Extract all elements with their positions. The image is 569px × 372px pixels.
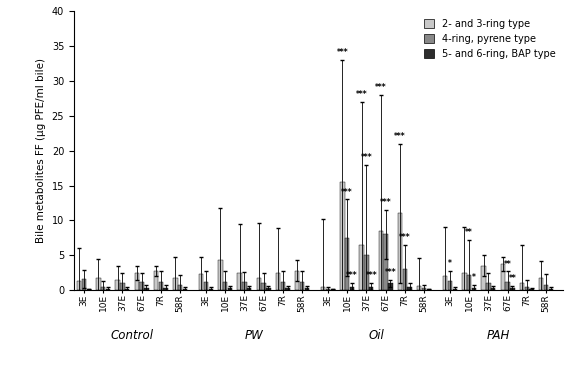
Text: ***: *** — [399, 233, 411, 242]
Text: **: ** — [509, 274, 516, 283]
Bar — [218, 260, 222, 290]
Bar — [501, 264, 505, 290]
Bar — [491, 288, 496, 290]
Text: ***: *** — [361, 153, 372, 162]
Bar — [510, 288, 514, 290]
Bar — [472, 288, 476, 290]
Bar — [173, 278, 178, 290]
Text: ***: *** — [341, 188, 353, 197]
Legend: 2- and 3-ring type, 4-ring, pyrene type, 5- and 6-ring, BAP type: 2- and 3-ring type, 4-ring, pyrene type,… — [422, 16, 558, 62]
Bar — [360, 245, 364, 290]
Bar — [364, 255, 369, 290]
Bar — [422, 288, 426, 290]
Bar — [120, 283, 125, 290]
Bar — [350, 287, 354, 290]
Bar — [247, 288, 251, 290]
Bar — [154, 271, 158, 290]
Bar — [135, 273, 139, 290]
Bar — [443, 276, 447, 290]
Bar — [96, 278, 101, 290]
Y-axis label: Bile metabolites FF (μg PFE/ml bile): Bile metabolites FF (μg PFE/ml bile) — [36, 58, 46, 243]
Bar — [145, 288, 149, 290]
Bar — [321, 287, 325, 290]
Bar — [539, 278, 543, 290]
Bar — [525, 287, 529, 290]
Bar — [452, 289, 457, 290]
Bar — [384, 234, 388, 290]
Bar — [163, 288, 168, 290]
Bar — [199, 274, 204, 290]
Text: ***: *** — [365, 272, 377, 280]
Text: ***: *** — [385, 268, 396, 277]
Text: *: * — [472, 273, 476, 282]
Bar — [407, 287, 412, 290]
Bar — [417, 286, 422, 290]
Bar — [448, 281, 452, 290]
Text: ***: *** — [337, 48, 348, 57]
Bar — [427, 289, 431, 290]
Bar — [340, 182, 345, 290]
Text: Control: Control — [110, 329, 154, 342]
Bar — [398, 214, 402, 290]
Text: **: ** — [465, 228, 473, 237]
Bar — [544, 285, 548, 290]
Bar — [369, 287, 373, 290]
Bar — [529, 289, 534, 290]
Bar — [467, 275, 471, 290]
Bar — [237, 273, 242, 290]
Bar — [486, 283, 490, 290]
Text: PW: PW — [245, 329, 263, 342]
Text: PAH: PAH — [486, 329, 510, 342]
Bar — [106, 289, 110, 290]
Bar — [178, 285, 182, 290]
Bar — [345, 238, 349, 290]
Bar — [505, 282, 510, 290]
Bar — [77, 281, 81, 290]
Bar — [82, 279, 86, 290]
Bar — [261, 283, 266, 290]
Bar — [139, 282, 144, 290]
Bar — [300, 282, 304, 290]
Bar — [159, 282, 163, 290]
Bar — [204, 282, 208, 290]
Bar — [183, 289, 187, 290]
Bar — [266, 288, 271, 290]
Text: ***: *** — [346, 272, 358, 280]
Bar — [86, 289, 91, 290]
Bar — [286, 288, 290, 290]
Bar — [520, 283, 524, 290]
Bar — [403, 269, 407, 290]
Text: **: ** — [504, 260, 512, 269]
Text: Oil: Oil — [368, 329, 384, 342]
Text: ***: *** — [375, 83, 387, 92]
Bar — [228, 288, 232, 290]
Text: ***: *** — [380, 198, 391, 207]
Bar — [304, 288, 309, 290]
Bar — [549, 289, 553, 290]
Text: ***: *** — [356, 90, 368, 99]
Bar — [295, 271, 299, 290]
Text: ***: *** — [394, 132, 406, 141]
Bar — [378, 231, 383, 290]
Bar — [276, 273, 281, 290]
Bar — [281, 282, 285, 290]
Bar — [481, 266, 486, 290]
Bar — [331, 289, 335, 290]
Bar — [388, 283, 393, 290]
Bar — [116, 280, 120, 290]
Text: *: * — [448, 259, 452, 268]
Bar — [125, 289, 130, 290]
Bar — [257, 278, 261, 290]
Bar — [326, 289, 330, 290]
Bar — [462, 273, 467, 290]
Bar — [101, 287, 105, 290]
Bar — [209, 289, 213, 290]
Bar — [242, 282, 246, 290]
Bar — [223, 282, 228, 290]
